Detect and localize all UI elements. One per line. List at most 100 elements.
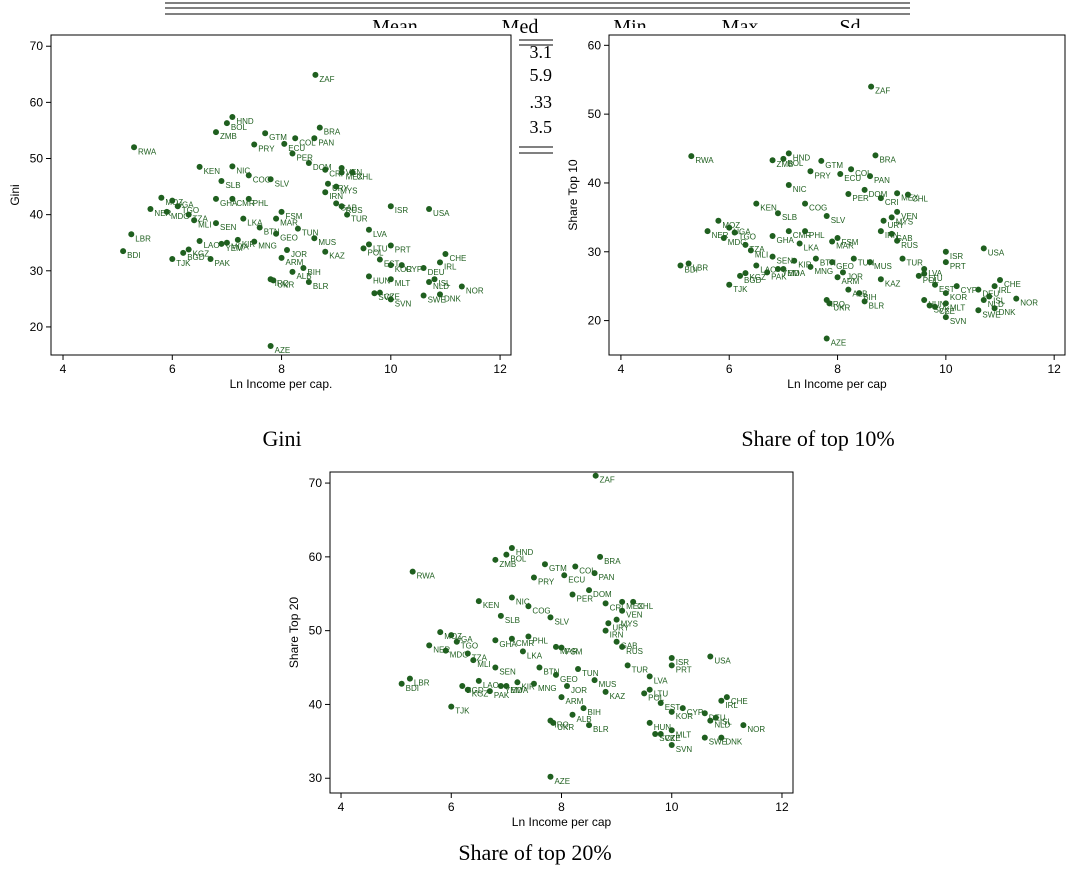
data-point — [169, 256, 176, 262]
data-point — [333, 200, 340, 207]
data-point — [475, 598, 482, 605]
data-point — [796, 240, 803, 247]
point-label: URY — [612, 623, 629, 632]
y-tick-label: 40 — [588, 176, 602, 190]
data-point — [592, 472, 599, 479]
point-label: MLI — [477, 660, 490, 669]
point-label: ARM — [842, 277, 860, 286]
data-point — [120, 248, 127, 255]
point-label: TUN — [858, 259, 875, 268]
data-point — [191, 217, 198, 224]
point-label: DNK — [725, 738, 743, 747]
point-label: IRQ — [831, 300, 845, 309]
data-point — [442, 647, 449, 654]
data-point — [586, 722, 593, 729]
data-point — [270, 277, 277, 284]
data-point — [915, 272, 922, 279]
y-tick-label: 50 — [30, 152, 44, 166]
data-point — [547, 773, 554, 780]
data-point — [861, 186, 868, 193]
point-label: CMR — [236, 199, 254, 208]
point-label: BIH — [307, 268, 321, 277]
point-label: MAR — [836, 241, 854, 250]
data-point — [387, 296, 394, 303]
data-point — [289, 150, 296, 157]
point-label: LTU — [373, 244, 388, 253]
data-point — [294, 225, 301, 232]
data-point — [324, 180, 331, 187]
data-point — [492, 664, 499, 671]
point-label: MOZ — [722, 221, 740, 230]
data-point — [605, 620, 612, 627]
point-label: PAN — [874, 176, 890, 185]
data-point — [420, 264, 427, 271]
point-label: SLV — [554, 617, 569, 626]
point-label: ISL — [993, 297, 1006, 306]
data-point — [932, 303, 939, 310]
point-label: PER — [852, 194, 869, 203]
point-label: BOL — [787, 159, 804, 168]
data-point — [880, 217, 887, 224]
point-label: CRI — [885, 198, 899, 207]
point-label: IRL — [999, 286, 1012, 295]
data-point — [867, 259, 874, 266]
data-point — [834, 235, 841, 242]
point-label: HND — [236, 117, 254, 126]
point-label: HND — [516, 548, 534, 557]
y-tick-label: 40 — [309, 697, 323, 711]
point-label: CHL — [357, 173, 374, 182]
data-point — [769, 157, 776, 164]
data-point — [877, 195, 884, 202]
data-point — [292, 135, 299, 142]
point-label: DEU — [428, 268, 445, 277]
point-label: AZE — [831, 338, 847, 347]
point-label: VEN — [901, 212, 918, 221]
data-point — [311, 135, 318, 142]
data-point — [586, 587, 593, 594]
point-label: PRT — [676, 665, 692, 674]
data-point — [305, 279, 312, 286]
data-point — [657, 699, 664, 706]
point-label: LAO — [483, 681, 499, 690]
y-tick-label: 60 — [309, 550, 323, 564]
data-point — [558, 694, 565, 701]
data-point — [991, 305, 998, 312]
point-label: MNG — [258, 242, 277, 251]
panel-background — [0, 28, 519, 400]
point-label: IRL — [444, 262, 457, 271]
data-point — [278, 208, 285, 215]
data-point — [602, 600, 609, 607]
data-point — [753, 200, 760, 207]
point-label: MDA — [510, 686, 528, 695]
point-label: ZAF — [319, 75, 334, 84]
point-label: ALB — [577, 715, 592, 724]
data-point — [212, 195, 219, 202]
data-point — [492, 556, 499, 563]
data-point — [921, 296, 928, 303]
data-point — [322, 189, 329, 196]
point-label: BTN — [820, 259, 836, 268]
point-label: PRT — [395, 246, 411, 255]
point-label: GEO — [280, 234, 298, 243]
point-label: MLI — [755, 250, 768, 259]
x-tick-label: 10 — [939, 362, 953, 376]
point-label: SLB — [782, 213, 797, 222]
point-label: TZA — [193, 215, 209, 224]
data-point — [371, 290, 378, 297]
data-point — [718, 697, 725, 704]
data-point — [888, 214, 895, 221]
data-point — [229, 163, 236, 170]
point-label: BRA — [324, 128, 341, 137]
data-point — [834, 274, 841, 281]
data-point — [223, 239, 230, 246]
point-label: UKR — [833, 303, 850, 312]
data-point — [547, 614, 554, 621]
point-label: FSM — [286, 212, 303, 221]
point-label: LVA — [928, 269, 943, 278]
point-label: JOR — [847, 272, 863, 281]
point-label: RUS — [626, 647, 643, 656]
point-label: BDI — [127, 251, 140, 260]
point-label: ZMB — [499, 560, 516, 569]
data-point — [273, 215, 280, 222]
point-label: TJK — [455, 707, 470, 716]
